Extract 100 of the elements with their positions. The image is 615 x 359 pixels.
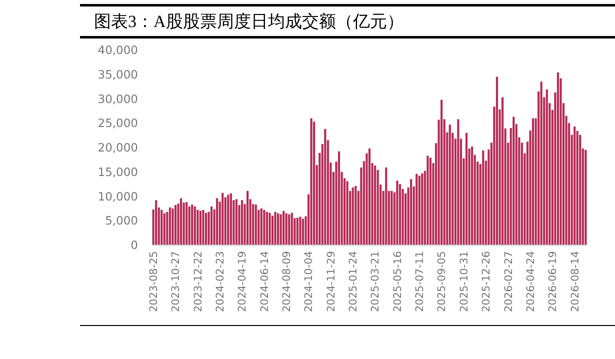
bar (230, 193, 232, 245)
y-tick-label: 5,000 (105, 214, 138, 228)
bar (584, 150, 587, 245)
bar (188, 206, 190, 245)
x-tick-label: 2025-03-21 (370, 251, 382, 312)
bar (354, 186, 357, 245)
bar (465, 132, 468, 245)
bar (210, 206, 213, 245)
bar (280, 214, 282, 245)
bar (222, 192, 224, 245)
bar (216, 198, 218, 245)
bar (199, 210, 202, 245)
bar (277, 213, 280, 245)
bar (240, 200, 244, 245)
x-tick-label: 2025-07-11 (414, 251, 426, 312)
y-tick-label: 35,000 (98, 67, 138, 82)
x-tick-label: 2025-10-31 (458, 251, 470, 312)
bar (285, 213, 288, 245)
y-tick-label: 10,000 (98, 189, 138, 204)
bar (501, 97, 504, 245)
bar (268, 212, 271, 245)
bar (385, 167, 388, 245)
x-tick-label: 2025-12-26 (480, 250, 493, 312)
bar (346, 181, 348, 245)
x-tick-label: 2023-12-22 (192, 251, 204, 312)
bar (260, 208, 262, 245)
y-tick-label: 40,000 (98, 43, 138, 58)
bar (540, 82, 542, 245)
bar (160, 210, 163, 245)
bar (271, 216, 274, 245)
bar (180, 198, 182, 245)
bar (471, 146, 474, 245)
bar (512, 116, 515, 245)
bar (224, 197, 226, 245)
x-tick-label: 2024-08-09 (281, 251, 294, 312)
bar (204, 212, 208, 245)
y-tick-label: 25,000 (98, 116, 138, 130)
bar (338, 151, 340, 245)
bar (196, 210, 199, 245)
bar (390, 190, 393, 245)
bar (546, 89, 548, 245)
bar (227, 194, 230, 245)
bar (246, 190, 249, 245)
bar (457, 119, 460, 245)
bar (576, 130, 578, 245)
bar (532, 118, 534, 245)
bar (166, 212, 168, 245)
x-tick-label: 2025-05-16 (392, 250, 404, 312)
bar (194, 206, 196, 245)
bar (163, 213, 166, 245)
bar (168, 207, 171, 245)
bar (418, 176, 420, 245)
bar (421, 173, 424, 245)
bar (254, 204, 257, 245)
x-tick-label: 2024-11-29 (325, 251, 338, 312)
x-tick-label: 2025-09-05 (436, 251, 448, 312)
bar (290, 212, 293, 245)
x-tick-label: 2024-10-04 (303, 250, 316, 312)
bar (556, 72, 560, 245)
bar (191, 204, 194, 245)
bar (396, 180, 398, 245)
bar (579, 134, 582, 245)
y-tick-label: 15,000 (98, 164, 138, 179)
x-tick-label: 2026-06-19 (547, 251, 560, 312)
bar (266, 212, 268, 245)
bar (299, 216, 302, 245)
bar (368, 148, 371, 245)
bar (174, 205, 177, 245)
bar (410, 179, 412, 245)
x-tick-label: 2026-02-27 (502, 251, 515, 312)
bar (496, 76, 498, 245)
x-tick-label: 2023-10-27 (170, 251, 182, 312)
bar (186, 202, 188, 245)
y-tick-label: 30,000 (98, 92, 138, 106)
x-tick-label: 2026-04-24 (524, 250, 537, 312)
x-tick-label: 2023-08-25 (148, 251, 160, 312)
bar (574, 126, 576, 245)
bar (288, 214, 290, 245)
bar (429, 158, 432, 245)
bar (416, 174, 418, 245)
chart-title: 图表3：A股股票周度日均成交额（亿元） (94, 12, 404, 31)
bar (172, 208, 174, 245)
x-tick-label: 2024-04-19 (236, 251, 249, 312)
x-tick-label: 2026-08-14 (569, 250, 582, 312)
bar (440, 100, 443, 245)
bar (202, 210, 204, 245)
bar (448, 124, 451, 245)
bar (310, 118, 312, 245)
bar (296, 218, 298, 245)
x-tick-label: 2024-06-14 (258, 250, 271, 312)
bar (313, 122, 316, 245)
bar (374, 166, 376, 245)
x-tick-label: 2024-02-23 (214, 251, 227, 312)
y-tick-label: 20,000 (98, 140, 138, 155)
y-tick-label: 0 (130, 238, 138, 252)
bar (282, 210, 285, 245)
bar (398, 184, 402, 245)
bar (274, 212, 276, 245)
bar (324, 128, 326, 245)
x-tick-label: 2025-01-24 (348, 250, 360, 312)
